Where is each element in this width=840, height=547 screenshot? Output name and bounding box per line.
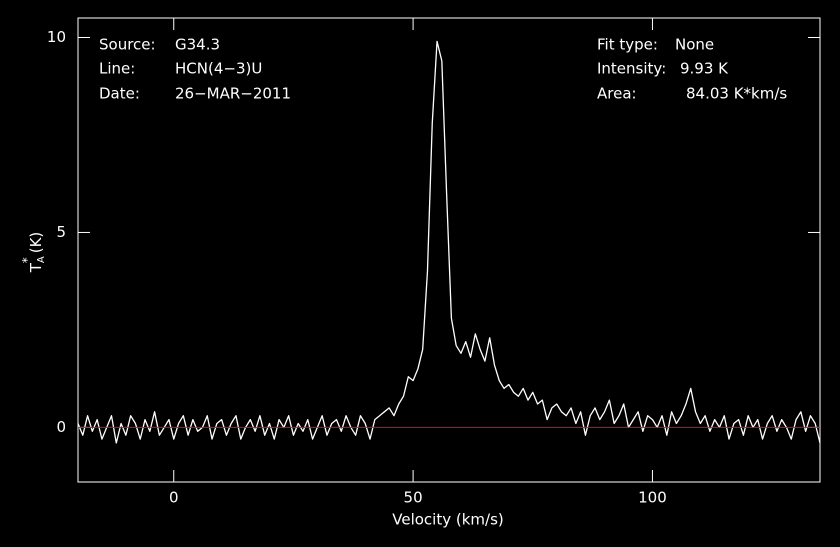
- info-value: 9.93 K: [680, 60, 729, 78]
- info-value: None: [675, 36, 714, 54]
- y-label-main: T: [27, 262, 45, 273]
- info-value: 26−MAR−2011: [175, 85, 291, 103]
- y-label-sub: A: [36, 256, 47, 263]
- spectrum-line: [77, 40, 821, 444]
- x-tick-label: 0: [169, 489, 179, 507]
- info-label: Line:: [99, 60, 135, 78]
- y-label-unit: (K): [27, 232, 45, 254]
- y-axis-label: TA* (K): [20, 232, 48, 274]
- info-label: Intensity:: [597, 60, 666, 78]
- info-value: 84.03 K*km/s: [686, 85, 787, 103]
- y-tick-label: 5: [56, 223, 66, 241]
- y-tick-label: 0: [56, 418, 66, 436]
- info-value: G34.3: [175, 36, 220, 54]
- x-axis-label: Velocity (km/s): [392, 511, 503, 529]
- y-tick-label: 10: [47, 28, 66, 46]
- y-label-sup: *: [20, 257, 34, 263]
- info-value: HCN(4−3)U: [175, 60, 262, 78]
- x-tick-label: 50: [404, 489, 423, 507]
- info-label: Date:: [99, 85, 140, 103]
- info-label: Area:: [597, 85, 637, 103]
- plot-frame: [77, 17, 821, 483]
- info-label: Source:: [99, 36, 156, 54]
- info-label: Fit type:: [597, 36, 658, 54]
- x-tick-label: 100: [638, 489, 667, 507]
